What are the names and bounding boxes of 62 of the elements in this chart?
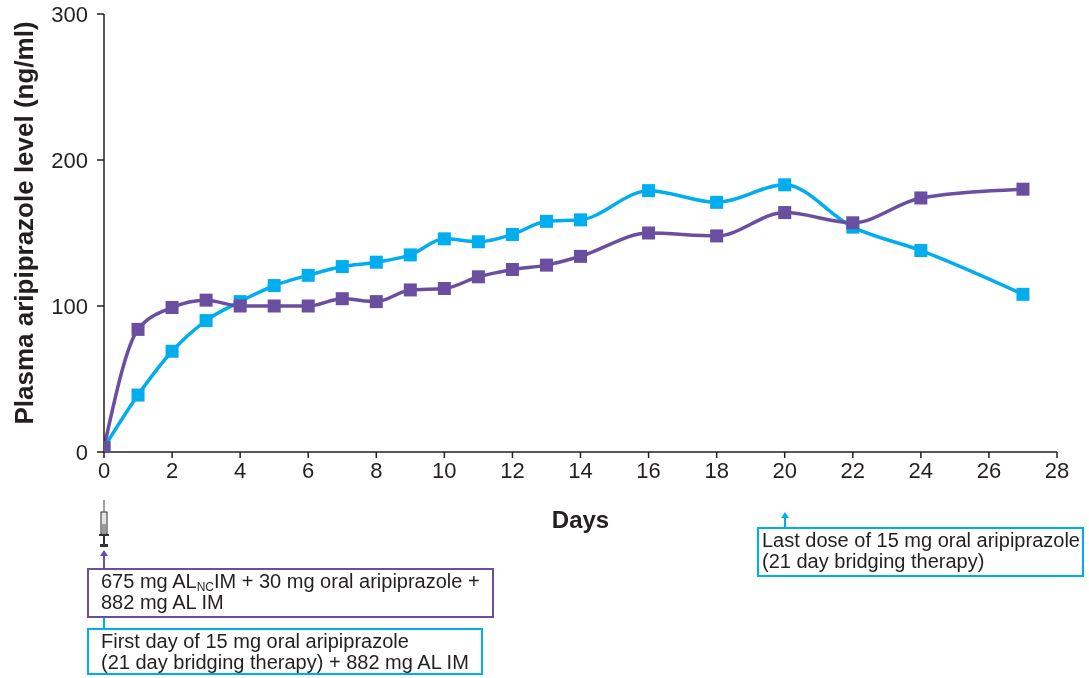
- point: [505, 227, 519, 241]
- y-tick-label: 100: [51, 293, 88, 319]
- x-tick-label: 8: [370, 457, 383, 483]
- point: [267, 279, 281, 293]
- point: [539, 214, 553, 228]
- x-tick-label: 16: [636, 457, 661, 483]
- x-tick-label: 10: [432, 457, 457, 483]
- point: [165, 300, 179, 314]
- x-axis-title: Days: [551, 506, 610, 533]
- x-tick-label: 20: [772, 457, 797, 483]
- point: [642, 226, 656, 240]
- point: [437, 232, 451, 246]
- note-box: 675 mg AL$_{NC}$IM + 30 mg oral aripiprazole + 882 mg AL IM: [87, 568, 494, 618]
- x-tick-label: 6: [302, 457, 315, 483]
- point: [267, 299, 281, 313]
- x-tick-label: 0: [97, 457, 111, 483]
- point: [778, 206, 792, 220]
- point: [471, 235, 485, 249]
- point: [574, 249, 587, 263]
- x-tick-label: 2: [165, 457, 179, 483]
- point: [642, 184, 656, 198]
- point: [1016, 287, 1030, 301]
- point: [403, 283, 417, 297]
- point: [574, 213, 587, 227]
- y-tick-label: 0: [75, 439, 88, 465]
- point: [710, 229, 724, 243]
- point: [369, 295, 383, 309]
- point: [165, 344, 179, 358]
- point: [505, 263, 519, 276]
- point: [199, 293, 213, 307]
- point: [778, 178, 792, 192]
- x-tick-label: 22: [840, 457, 866, 483]
- x-tick-label: 14: [568, 457, 593, 483]
- y-axis-title: Plasma aripiprazole level (ng/ml): [9, 21, 39, 425]
- point: [233, 299, 247, 313]
- y-tick-label: 200: [51, 147, 88, 173]
- point: [471, 270, 485, 284]
- point: [301, 299, 315, 313]
- point: [403, 248, 417, 262]
- point: [437, 281, 451, 295]
- point: [914, 191, 928, 205]
- x-tick-label: 28: [1044, 457, 1070, 483]
- note-box: First day of 15 mg oral aripiprazole (21 day bridging therapy) + 882 mg AL IM: [87, 628, 483, 675]
- note-box: Last dose of 15 mg oral aripiprazole (21 day bridging therapy): [757, 527, 1084, 577]
- point: [710, 195, 724, 209]
- x-tick-label: 4: [234, 457, 247, 483]
- point: [369, 255, 383, 269]
- point: [1016, 182, 1030, 196]
- x-tick-label: 18: [704, 457, 729, 483]
- point: [131, 322, 145, 336]
- x-tick-label: 12: [500, 457, 525, 483]
- y-tick-label: 300: [51, 1, 88, 27]
- point: [914, 244, 928, 258]
- point: [539, 258, 553, 272]
- x-tick-label: 26: [976, 457, 1002, 483]
- point: [335, 260, 349, 274]
- point: [301, 268, 315, 282]
- point: [199, 314, 213, 328]
- point: [846, 216, 860, 230]
- point: [131, 388, 145, 402]
- point: [335, 292, 349, 306]
- x-tick-label: 24: [908, 457, 934, 483]
